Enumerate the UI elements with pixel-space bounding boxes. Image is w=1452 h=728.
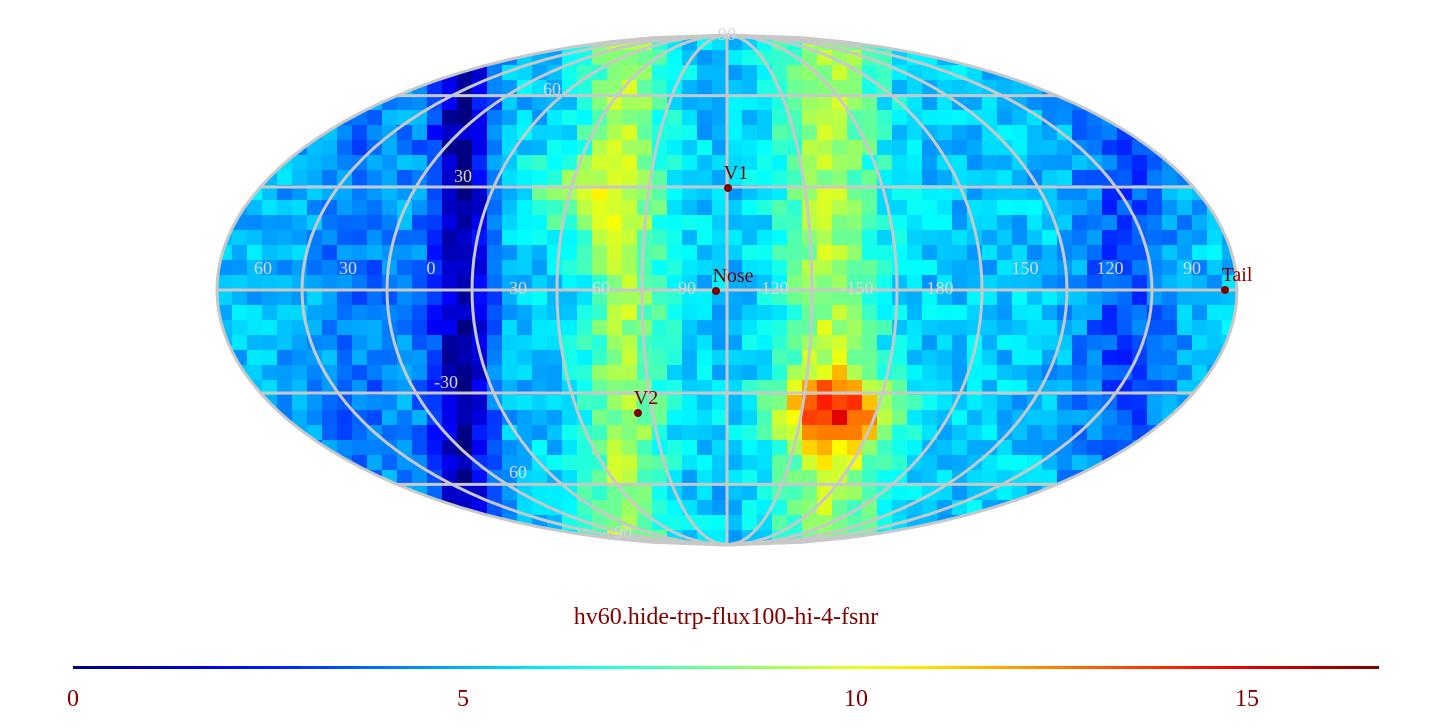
longitude-label: 150: [1012, 258, 1039, 278]
marker-label-v2: V2: [634, 387, 658, 409]
longitude-label: 60: [592, 278, 610, 298]
longitude-label: 30: [339, 258, 357, 278]
marker-label-v1: V1: [724, 162, 748, 184]
latitude-label: 60: [509, 462, 527, 482]
marker-v1: [724, 184, 732, 192]
latitude-label: 90: [614, 522, 632, 542]
colorbar-tick-10: 10: [844, 686, 868, 712]
latitude-label: 90: [718, 24, 736, 44]
latitude-label: -30: [434, 372, 458, 392]
longitude-label: 0: [427, 258, 436, 278]
longitude-label: -150: [841, 278, 874, 298]
longitude-label: 120: [1097, 258, 1124, 278]
marker-v2: [634, 409, 642, 417]
colorbar-tick-5: 5: [457, 686, 469, 712]
colorbar-tick-0: 0: [67, 686, 79, 712]
map-title: hv60.hide-trp-flux100-hi-4-fsnr: [573, 604, 879, 630]
latitude-label: 30: [454, 166, 472, 186]
longitude-label: 90: [1183, 258, 1201, 278]
colorbar-tick-15: 15: [1235, 686, 1259, 712]
longitude-label: -90: [672, 278, 696, 298]
longitude-label: 180: [927, 278, 954, 298]
longitude-label: -120: [756, 278, 789, 298]
marker-label-nose: Nose: [712, 265, 753, 287]
graticule: [215, 33, 1239, 547]
longitude-label: 30: [509, 278, 527, 298]
marker-tail: [1221, 286, 1229, 294]
marker-label-tail: Tail: [1222, 264, 1253, 286]
marker-nose: [712, 287, 720, 295]
longitude-label: 60: [254, 258, 272, 278]
latitude-label: 60: [543, 79, 561, 99]
colorbar: [73, 666, 1379, 669]
